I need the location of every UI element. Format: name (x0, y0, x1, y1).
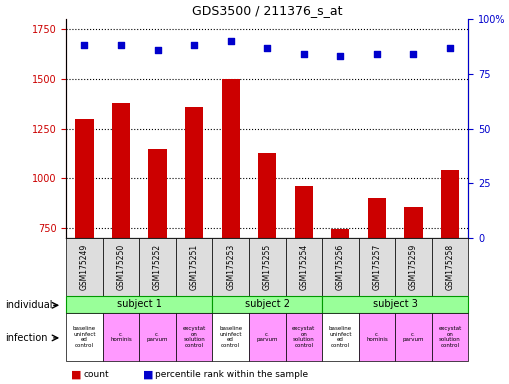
Text: c.
hominis: c. hominis (366, 331, 388, 343)
Point (227, 38, 235, 44)
Bar (258, 152, 276, 238)
Bar (149, 149, 167, 238)
Text: GSM175251: GSM175251 (190, 244, 199, 290)
Text: infection: infection (5, 333, 47, 343)
FancyBboxPatch shape (66, 313, 103, 361)
FancyBboxPatch shape (395, 238, 432, 296)
Text: GSM175252: GSM175252 (153, 244, 162, 290)
Bar (75, 119, 94, 238)
Text: subject 3: subject 3 (373, 299, 417, 310)
Text: c.
parvum: c. parvum (403, 331, 424, 343)
Text: GSM175257: GSM175257 (373, 244, 381, 290)
Bar (295, 186, 313, 238)
Bar (221, 79, 240, 238)
Point (190, 42, 198, 48)
FancyBboxPatch shape (176, 238, 212, 296)
Text: excystat
on
solution
control: excystat on solution control (183, 326, 206, 348)
Text: excystat
on
solution
control: excystat on solution control (438, 326, 462, 348)
Text: GSM175258: GSM175258 (445, 244, 455, 290)
FancyBboxPatch shape (395, 313, 432, 361)
Point (373, 51, 381, 57)
Bar (441, 170, 459, 238)
FancyBboxPatch shape (249, 313, 286, 361)
Text: GSM175250: GSM175250 (117, 244, 126, 290)
Bar (112, 103, 130, 238)
Text: subject 1: subject 1 (117, 299, 162, 310)
FancyBboxPatch shape (432, 238, 468, 296)
Text: GSM175254: GSM175254 (299, 244, 308, 290)
FancyBboxPatch shape (286, 313, 322, 361)
FancyBboxPatch shape (322, 313, 359, 361)
FancyBboxPatch shape (212, 296, 322, 313)
FancyBboxPatch shape (66, 238, 103, 296)
Text: baseline
uninfect
ed
control: baseline uninfect ed control (219, 326, 242, 348)
Point (263, 45, 271, 51)
FancyBboxPatch shape (432, 313, 468, 361)
FancyBboxPatch shape (212, 238, 249, 296)
Title: GDS3500 / 211376_s_at: GDS3500 / 211376_s_at (192, 3, 343, 17)
Text: count: count (84, 370, 109, 379)
FancyBboxPatch shape (66, 296, 212, 313)
Text: c.
hominis: c. hominis (110, 331, 132, 343)
Point (80, 42, 89, 48)
FancyBboxPatch shape (103, 238, 139, 296)
FancyBboxPatch shape (139, 313, 176, 361)
Text: excystat
on
solution
control: excystat on solution control (292, 326, 316, 348)
FancyBboxPatch shape (103, 313, 139, 361)
Text: individual: individual (5, 300, 52, 310)
Text: GSM175253: GSM175253 (226, 244, 235, 290)
Point (409, 51, 417, 57)
Point (300, 51, 308, 57)
Text: baseline
uninfect
ed
control: baseline uninfect ed control (329, 326, 352, 348)
Text: GSM175255: GSM175255 (263, 244, 272, 290)
FancyBboxPatch shape (139, 238, 176, 296)
FancyBboxPatch shape (212, 313, 249, 361)
Bar (331, 229, 350, 238)
Point (336, 53, 345, 60)
FancyBboxPatch shape (359, 313, 395, 361)
FancyBboxPatch shape (322, 296, 468, 313)
Text: ■: ■ (71, 369, 82, 379)
FancyBboxPatch shape (322, 238, 359, 296)
Text: GSM175259: GSM175259 (409, 244, 418, 290)
Text: c.
parvum: c. parvum (147, 331, 168, 343)
Text: ■: ■ (143, 369, 153, 379)
Text: percentile rank within the sample: percentile rank within the sample (155, 370, 308, 379)
FancyBboxPatch shape (176, 313, 212, 361)
FancyBboxPatch shape (286, 238, 322, 296)
Point (117, 42, 125, 48)
Bar (367, 198, 386, 238)
Point (154, 47, 162, 53)
Text: c.
parvum: c. parvum (257, 331, 278, 343)
Point (446, 45, 454, 51)
Text: subject 2: subject 2 (245, 299, 290, 310)
Bar (404, 207, 422, 238)
FancyBboxPatch shape (249, 238, 286, 296)
Text: GSM175256: GSM175256 (336, 244, 345, 290)
Text: baseline
uninfect
ed
control: baseline uninfect ed control (73, 326, 96, 348)
Text: GSM175249: GSM175249 (80, 244, 89, 290)
FancyBboxPatch shape (359, 238, 395, 296)
Bar (185, 107, 203, 238)
